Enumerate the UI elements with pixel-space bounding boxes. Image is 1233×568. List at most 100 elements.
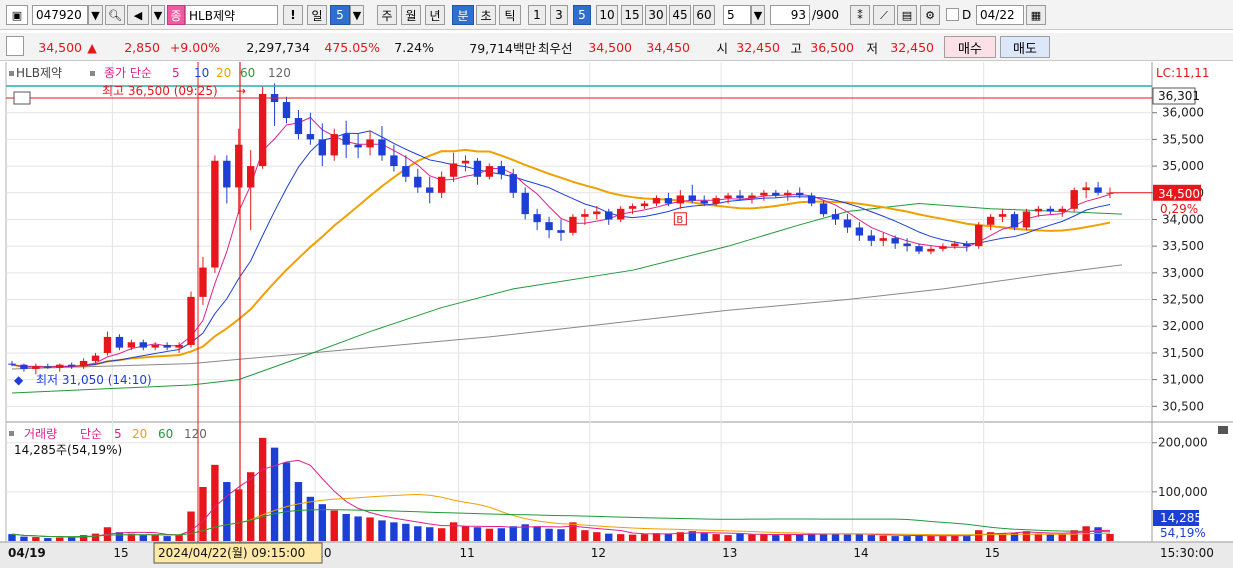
date-checkbox[interactable] [946, 8, 959, 21]
date-input[interactable]: 04/22 [976, 5, 1024, 25]
candle-body [1094, 187, 1102, 193]
high-annotation: 최고 36,500 (09:25) [102, 84, 218, 98]
minute-button-30[interactable]: 30 [645, 5, 667, 25]
candle-body [115, 336, 124, 348]
volume-bar [605, 533, 613, 541]
volume-bar [44, 538, 52, 541]
speaker-dropdown-icon[interactable]: ▼ [151, 5, 165, 25]
tab-minute[interactable]: 분 [452, 5, 474, 25]
volume-bar [437, 528, 446, 541]
ytick-label: 34,000 [1162, 212, 1204, 226]
candle-body [986, 216, 995, 225]
search-icon[interactable]: 🔍︎ [105, 5, 125, 25]
trade-amount: 79,714백만 [469, 40, 536, 56]
toolbar: ▣ 047920 ▼ 🔍︎ ◀ ▼ 종 HLB제약 ! 일 5 ▼ 주 월 년 … [0, 0, 1233, 30]
speaker-icon[interactable]: ◀ [127, 5, 149, 25]
volume-bar [855, 534, 864, 541]
legend-ma-10: 10 [194, 66, 209, 80]
candle-body [951, 243, 959, 247]
stock-code-input[interactable]: 047920 [32, 5, 88, 25]
candle-body [1046, 208, 1055, 212]
quote-expand-icon[interactable] [6, 36, 24, 56]
day-count-button[interactable]: 5 [330, 5, 350, 25]
volume-bar [879, 535, 887, 541]
candle-body [246, 166, 255, 188]
current-price: 34,500 [38, 39, 82, 55]
lc-label: LC:11,11 [1156, 66, 1209, 80]
candle-body [258, 94, 267, 167]
candle-body [724, 195, 732, 199]
candlestick-chart[interactable]: 36,000 35,500 35,000 34,500 34,000 33,500 33,0… [0, 62, 1233, 568]
trend-line-icon[interactable]: ⟋ [873, 5, 895, 25]
volume-bar [581, 530, 589, 541]
volume-bar [199, 486, 207, 541]
table-icon[interactable] [13, 91, 31, 105]
gear-icon[interactable]: ⚙ [920, 5, 940, 25]
sell-button[interactable]: 매도 [1000, 36, 1050, 58]
volume-bar [986, 532, 995, 541]
candle-body [378, 139, 386, 156]
volume-bar [975, 530, 983, 541]
count-input[interactable]: 93 [770, 5, 810, 25]
x-label: 15 [985, 546, 1000, 560]
candle-body [414, 176, 422, 188]
alert-icon[interactable]: ! [283, 5, 303, 25]
volume-current: 14,285주(54,19%) [14, 443, 122, 457]
volume-bar [819, 533, 828, 541]
volume-bar [378, 520, 386, 541]
candle-body [736, 195, 744, 199]
volume-bar [521, 524, 529, 541]
tab-day[interactable]: 일 [307, 5, 327, 25]
minute-button-15[interactable]: 15 [621, 5, 643, 25]
interval-dropdown-icon[interactable]: ▼ [751, 5, 765, 25]
volume-bar [175, 535, 183, 541]
minute-button-3[interactable]: 3 [550, 5, 568, 25]
candle-body [67, 364, 76, 367]
signal-label: B [676, 215, 683, 226]
candle-body [20, 364, 28, 369]
candle-body [342, 134, 350, 145]
minute-button-45[interactable]: 45 [669, 5, 691, 25]
stock-name-field[interactable]: HLB제약 [185, 5, 278, 25]
minute-button-5[interactable]: 5 [573, 5, 591, 25]
tab-year[interactable]: 년 [425, 5, 445, 25]
tab-month[interactable]: 월 [401, 5, 421, 25]
candle-body [8, 363, 16, 365]
stock-code-dropdown-icon[interactable]: ▼ [88, 5, 103, 25]
tab-week[interactable]: 주 [377, 5, 397, 25]
minute-button-60[interactable]: 60 [693, 5, 715, 25]
candle-body [139, 342, 147, 348]
candle-body [593, 211, 601, 215]
minute-button-10[interactable]: 10 [596, 5, 618, 25]
calendar-icon[interactable]: ▦ [1026, 5, 1046, 25]
candle-body [1106, 192, 1114, 194]
last-price: 34,500 [1158, 187, 1200, 201]
legend-ma-60: 60 [240, 66, 255, 80]
candle-body [366, 139, 374, 148]
buy-button[interactable]: 매수 [944, 36, 996, 58]
best-quote-label: 최우선 [538, 40, 573, 56]
candle-body [664, 198, 673, 204]
volume-bar [211, 464, 219, 541]
volume-bar [235, 489, 243, 541]
low-price: 32,450 [890, 39, 934, 55]
window-menu-icon[interactable]: ▣ [6, 5, 28, 25]
volume-bar [628, 534, 637, 541]
volume-bar [724, 535, 732, 541]
pin-icon[interactable]: ⁑ [850, 5, 870, 25]
volume-bar [903, 536, 911, 541]
volume-bar [616, 534, 625, 541]
save-icon[interactable]: ▤ [897, 5, 917, 25]
tab-second[interactable]: 초 [476, 5, 496, 25]
volume-bar [831, 534, 840, 541]
interval-input[interactable]: 5 [723, 5, 751, 25]
volume-bar [306, 496, 315, 541]
volume-panel-menu-icon[interactable] [1218, 426, 1228, 434]
day-count-dropdown-icon[interactable]: ▼ [350, 5, 364, 25]
legend-ma-marker [90, 71, 95, 76]
minute-button-1[interactable]: 1 [528, 5, 546, 25]
volume-bar [939, 536, 947, 541]
candle-body [843, 219, 852, 228]
ytick-label: 30,500 [1162, 399, 1204, 413]
tab-tick[interactable]: 틱 [499, 5, 521, 25]
